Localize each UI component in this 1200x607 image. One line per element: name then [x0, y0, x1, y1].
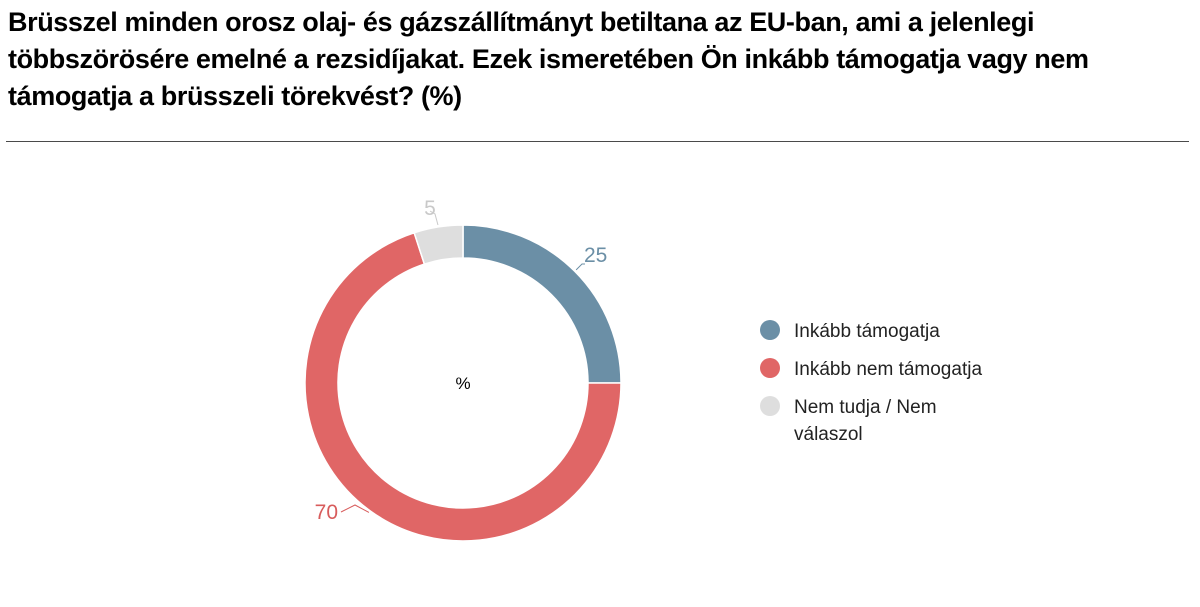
data-label-inkabb-nem-tamogatja: 70 — [315, 501, 338, 524]
data-labels: 25 70 5 — [315, 197, 608, 524]
slice-nem-tudja-nem-valaszol — [413, 224, 464, 266]
legend-label: Inkább támogatja — [794, 321, 940, 342]
data-label-nem-tudja-nem-valaszol: 5 — [424, 197, 436, 220]
leader-line-inkabb-tamogatja — [575, 263, 585, 271]
legend-item-nem-tudja-nem-valaszol: Nem tudja / Nem válaszol — [760, 394, 1040, 448]
legend-item-inkabb-tamogatja: Inkább támogatja — [760, 318, 1040, 345]
donut-center-label: % — [455, 374, 470, 393]
leader-line-nem-tudja-nem-valaszol — [429, 210, 439, 226]
legend-swatch — [760, 358, 780, 378]
data-label-inkabb-tamogatja: 25 — [584, 244, 607, 267]
label-leader-lines — [340, 210, 585, 513]
title-divider — [6, 141, 1189, 142]
chart-title: Brüsszel minden orosz olaj- és gázszállí… — [8, 7, 1089, 111]
legend-label: Inkább nem támogatja — [794, 359, 983, 380]
legend-item-inkabb-nem-tamogatja: Inkább nem támogatja — [760, 356, 1040, 383]
legend-label: Nem tudja / Nem válaszol — [794, 397, 937, 445]
leader-line-inkabb-nem-tamogatja — [340, 504, 370, 513]
slice-inkabb-nem-tamogatja — [304, 231, 622, 542]
donut-slices — [304, 224, 622, 542]
legend: Inkább támogatja Inkább nem támogatja Nem … — [760, 318, 1040, 459]
legend-swatch — [760, 396, 780, 416]
legend-swatch — [760, 320, 780, 340]
